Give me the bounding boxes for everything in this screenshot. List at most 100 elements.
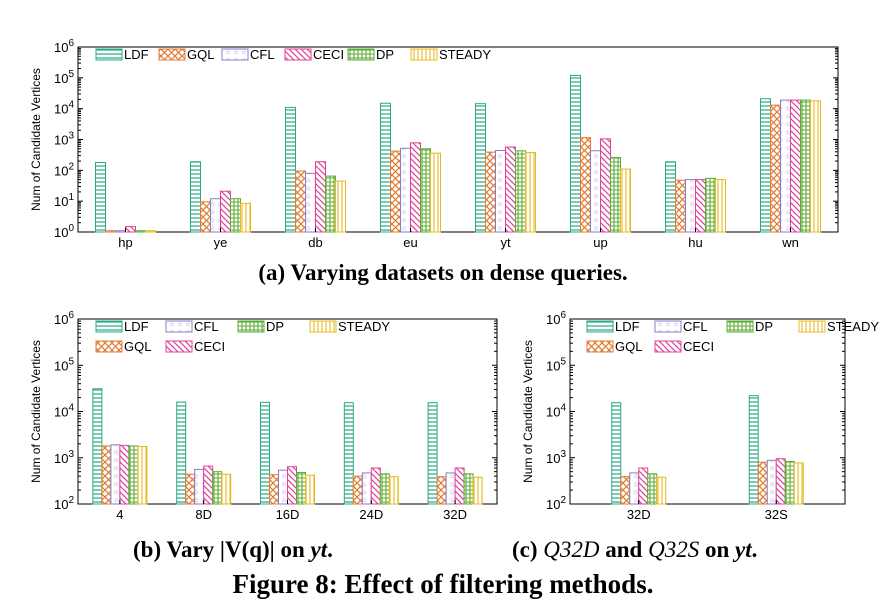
legend-label-steady: STEADY: [439, 47, 491, 62]
caption-c-q2: Q32S: [648, 537, 700, 562]
legend-swatch-steady: [798, 320, 826, 333]
y-axis-label-b: Num of Candidate Vertices: [29, 340, 43, 483]
bar-gql-24d: [352, 475, 363, 505]
bar-gql-eu: [390, 150, 401, 233]
bar-ceci-16d: [287, 466, 297, 505]
x-tick-label-eu: eu: [403, 235, 417, 250]
bar-ceci-32d: [454, 467, 465, 505]
bar-steady-hu: [715, 179, 726, 233]
legend-swatch-ceci: [654, 340, 682, 353]
y-tick-label-b: 103: [54, 449, 74, 466]
bar-dp-hu: [705, 177, 716, 233]
x-tick-label-4: 4: [116, 507, 123, 522]
bar-ceci-eu: [410, 142, 421, 233]
bar-ceci-32s: [775, 458, 786, 505]
bar-gql-yt: [485, 151, 496, 233]
bar-cfl-24d: [361, 472, 372, 505]
chart-c: 102 103 104 105 106 Num of Candidate Vertices…: [521, 310, 879, 522]
caption-c-dataset: yt: [735, 537, 752, 562]
bar-dp-ye: [230, 198, 241, 233]
x-tick-label-16d: 16D: [276, 507, 300, 522]
bar-ldf-db: [285, 106, 296, 233]
caption-b-prefix: (b) Vary |V(q)| on: [133, 537, 311, 562]
y-tick-label-b: 106: [54, 310, 74, 327]
x-tick-label-32s: 32S: [765, 507, 788, 522]
legend-swatch-cfl: [221, 48, 249, 61]
bar-ceci-up: [600, 138, 611, 233]
caption-c: (c) Q32D and Q32S on yt.: [512, 537, 757, 563]
bar-ldf-4: [92, 388, 103, 505]
y-tick-label-a: 102: [54, 161, 74, 178]
bar-dp-32s: [784, 460, 795, 505]
legend-swatch-dp: [726, 320, 754, 333]
y-tick-label-c: 103: [546, 449, 566, 466]
legend-swatch-steady: [309, 320, 337, 333]
bar-ceci-4: [119, 444, 130, 505]
bar-steady-32s: [793, 462, 804, 505]
bar-cfl-32d: [445, 472, 456, 505]
bar-dp-4: [128, 445, 139, 505]
chart-a: 100 101 102 103 104 105 106 Num of Candidate Ve…: [29, 38, 839, 250]
y-tick-label-b: 104: [54, 403, 74, 420]
x-tick-label-hu: hu: [688, 235, 702, 250]
bar-ceci-ye: [220, 190, 231, 233]
y-tick-label-a: 105: [54, 69, 74, 86]
bar-ceci-yt: [505, 146, 516, 233]
caption-c-on: on: [699, 537, 736, 562]
bar-gql-wn: [770, 104, 781, 233]
bar-ldf-32d: [427, 402, 438, 505]
legend-swatch-cfl: [654, 320, 682, 333]
legend-swatch-gql: [95, 340, 123, 353]
bar-cfl-hu: [685, 179, 696, 233]
legend-label-gql: GQL: [124, 339, 151, 354]
x-tick-label-wn: wn: [781, 235, 799, 250]
x-tick-label-8d: 8D: [195, 507, 212, 522]
bar-ceci-24d: [370, 467, 381, 505]
legend-label-dp: DP: [266, 319, 284, 334]
bar-steady-up: [620, 168, 631, 233]
bar-steady-ye: [240, 202, 251, 233]
bar-gql-hu: [675, 179, 686, 233]
bar-gql-ye: [200, 201, 211, 233]
caption-c-prefix: (c): [512, 537, 544, 562]
legend-label-ceci: CECI: [313, 47, 344, 62]
legend-label-cfl: CFL: [250, 47, 275, 62]
bar-ldf-32s: [748, 395, 759, 505]
bar-cfl-16d: [278, 469, 288, 505]
bar-cfl-ye: [210, 198, 221, 233]
legend-swatch-ceci: [165, 340, 193, 353]
legend-label-gql: GQL: [615, 339, 642, 354]
legend-swatch-steady: [410, 48, 438, 61]
bar-ldf-8d: [176, 401, 187, 505]
y-tick-label-c: 106: [546, 310, 566, 327]
y-tick-label-c: 102: [546, 495, 566, 512]
bar-gql-8d: [185, 473, 196, 505]
bar-steady-wn: [810, 100, 821, 233]
legend-label-cfl: CFL: [683, 319, 708, 334]
legend-swatch-gql: [586, 340, 614, 353]
bar-cfl-wn: [780, 99, 791, 233]
bar-gql-32d: [620, 476, 631, 505]
bar-ldf-ye: [190, 161, 201, 233]
bar-dp-8d: [212, 471, 223, 505]
bar-cfl-eu: [400, 147, 411, 233]
y-tick-label-a: 106: [54, 38, 74, 55]
bar-cfl-db: [305, 172, 316, 233]
y-tick-label-c: 105: [546, 356, 566, 373]
x-tick-label-db: db: [308, 235, 322, 250]
x-tick-label-yt: yt: [500, 235, 511, 250]
bar-cfl-32s: [766, 459, 777, 505]
x-tick-label-up: up: [593, 235, 607, 250]
bar-gql-16d: [269, 474, 279, 505]
legend-label-ldf: LDF: [124, 319, 149, 334]
chart-b: 102 103 104 105 106 Num of Candidate Vertices…: [29, 310, 498, 522]
y-tick-label-a: 103: [54, 131, 74, 148]
legend-swatch-ldf: [586, 320, 614, 333]
bar-cfl-yt: [495, 149, 506, 233]
figure-caption-text: Figure 8: Effect of filtering methods.: [232, 569, 654, 599]
bar-ldf-24d: [343, 402, 354, 505]
bar-ldf-16d: [260, 401, 270, 505]
bar-dp-24d: [379, 473, 390, 505]
caption-b-suffix: .: [327, 537, 333, 562]
y-axis-label-a: Num of Candidate Vertices: [29, 68, 43, 211]
